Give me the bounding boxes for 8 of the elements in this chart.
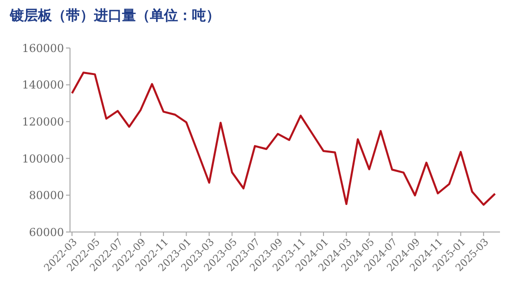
y-tick-label: 160000	[22, 42, 64, 55]
y-tick-label: 100000	[22, 152, 64, 166]
y-tick-label: 140000	[22, 78, 64, 92]
line-series	[71, 72, 496, 206]
y-tick-label: 120000	[22, 115, 64, 128]
chart-title: 镀层板（带）进口量（单位：吨）	[9, 7, 220, 24]
y-tick-label: 60000	[29, 226, 64, 239]
y-tick-label: 80000	[29, 189, 64, 202]
